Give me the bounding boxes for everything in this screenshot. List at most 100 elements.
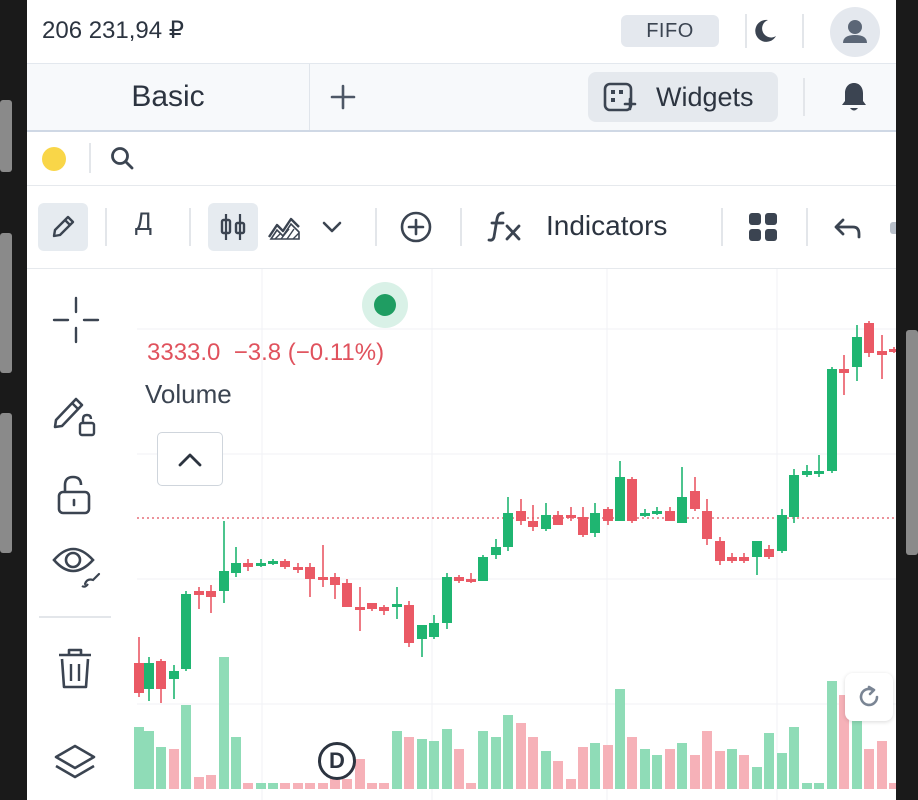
candle-body bbox=[677, 497, 687, 523]
volume-bar bbox=[690, 755, 700, 789]
layout-grid-icon[interactable] bbox=[744, 208, 782, 246]
volume-legend: Volume bbox=[145, 379, 232, 409]
volume-bar bbox=[342, 779, 352, 789]
divider bbox=[745, 14, 747, 48]
crosshair-icon[interactable] bbox=[52, 296, 100, 344]
candle-body bbox=[293, 567, 303, 570]
volume-bar bbox=[280, 783, 290, 789]
tab-basic-label: Basic bbox=[131, 80, 205, 113]
divider bbox=[803, 78, 805, 116]
volume-bar bbox=[243, 783, 253, 789]
candle-body bbox=[590, 513, 600, 533]
pencil-icon[interactable] bbox=[38, 203, 88, 251]
candle-body bbox=[330, 577, 340, 585]
volume-bar bbox=[355, 759, 365, 789]
divider bbox=[375, 208, 377, 246]
candle bbox=[777, 509, 787, 553]
toolbar-overflow-icon[interactable] bbox=[890, 222, 896, 234]
candle bbox=[852, 325, 862, 381]
candle-body bbox=[814, 471, 824, 474]
edge-tab-left-2 bbox=[0, 233, 12, 373]
avatar-icon[interactable] bbox=[830, 7, 880, 57]
indicators-label[interactable]: Indicators bbox=[546, 210, 668, 241]
reset-chart-button[interactable] bbox=[845, 673, 893, 721]
widgets-icon bbox=[603, 82, 637, 114]
volume-bar bbox=[652, 755, 662, 789]
candle bbox=[739, 553, 749, 563]
candle bbox=[877, 335, 887, 379]
chevron-down-icon[interactable] bbox=[317, 210, 347, 244]
volume-bar bbox=[665, 749, 675, 789]
volume-bar bbox=[491, 737, 501, 789]
volume-bar bbox=[764, 733, 774, 789]
candle bbox=[280, 559, 290, 569]
tab-basic[interactable]: Basic bbox=[27, 64, 310, 130]
chart-area[interactable]: 3333.0 −3.8 (−0.11%) Volume D bbox=[27, 269, 896, 800]
candle-body bbox=[578, 517, 588, 535]
candle bbox=[889, 347, 896, 353]
collapse-legend-button[interactable] bbox=[157, 432, 223, 486]
plus-circle-icon[interactable] bbox=[397, 208, 435, 246]
plus-icon[interactable] bbox=[327, 81, 359, 113]
interval-badge[interactable]: D bbox=[318, 742, 356, 780]
candle-body bbox=[169, 671, 179, 679]
candle-body bbox=[802, 471, 812, 475]
fx-icon[interactable] bbox=[485, 206, 525, 246]
search-icon[interactable] bbox=[109, 145, 135, 171]
candlestick-chart[interactable] bbox=[27, 269, 896, 800]
candle bbox=[702, 499, 712, 545]
undo-icon[interactable] bbox=[830, 212, 866, 244]
candle bbox=[367, 603, 377, 611]
fifo-button[interactable]: FIFO bbox=[621, 15, 719, 47]
volume-bar bbox=[752, 767, 762, 789]
candle bbox=[305, 563, 315, 597]
draw-tool-button[interactable]: Д bbox=[135, 208, 152, 236]
candle-body bbox=[690, 491, 700, 509]
candle bbox=[219, 521, 229, 603]
widgets-button[interactable]: Widgets bbox=[588, 72, 778, 122]
volume-bar bbox=[503, 715, 513, 789]
candle-body bbox=[318, 577, 328, 580]
candlestick-icon[interactable] bbox=[208, 203, 258, 251]
candle-body bbox=[355, 607, 365, 610]
candle bbox=[243, 559, 253, 571]
candle-body bbox=[702, 511, 712, 539]
unlock-icon[interactable] bbox=[56, 474, 94, 516]
trash-icon[interactable] bbox=[57, 647, 93, 691]
candle-body bbox=[367, 603, 377, 609]
moon-icon[interactable] bbox=[749, 16, 779, 46]
candle-body bbox=[156, 661, 166, 689]
bell-icon[interactable] bbox=[839, 80, 869, 114]
candle-body bbox=[889, 349, 896, 352]
layers-icon[interactable] bbox=[53, 743, 97, 789]
candle bbox=[429, 615, 439, 639]
volume-bar bbox=[169, 749, 179, 789]
legend-change: −3.8 (−0.11%) bbox=[233, 339, 385, 366]
eye-icon[interactable] bbox=[51, 542, 103, 592]
volume-bar bbox=[305, 783, 315, 789]
candle bbox=[491, 539, 501, 559]
candle-body bbox=[839, 369, 849, 373]
draw-lock-icon[interactable] bbox=[51, 393, 99, 439]
candle-body bbox=[764, 549, 774, 557]
chart-toolbar: Д Indicators bbox=[27, 186, 896, 269]
tabs-bar: Basic Widgets bbox=[27, 63, 896, 132]
candle-body bbox=[478, 557, 488, 581]
volume-bar bbox=[231, 737, 241, 789]
candle-body bbox=[243, 563, 253, 567]
candle bbox=[827, 367, 837, 473]
candle-body bbox=[503, 513, 513, 547]
candle-body bbox=[442, 577, 452, 623]
volume-bar bbox=[466, 783, 476, 789]
volume-bar bbox=[553, 761, 563, 789]
divider bbox=[39, 616, 111, 618]
volume-bar bbox=[702, 731, 712, 789]
candle bbox=[839, 355, 849, 395]
volume-bar bbox=[852, 713, 862, 789]
candle bbox=[454, 575, 464, 583]
candle bbox=[181, 591, 191, 671]
area-chart-icon[interactable] bbox=[262, 203, 306, 251]
divider bbox=[806, 208, 808, 246]
candle-body bbox=[640, 513, 650, 516]
candle bbox=[640, 509, 650, 517]
